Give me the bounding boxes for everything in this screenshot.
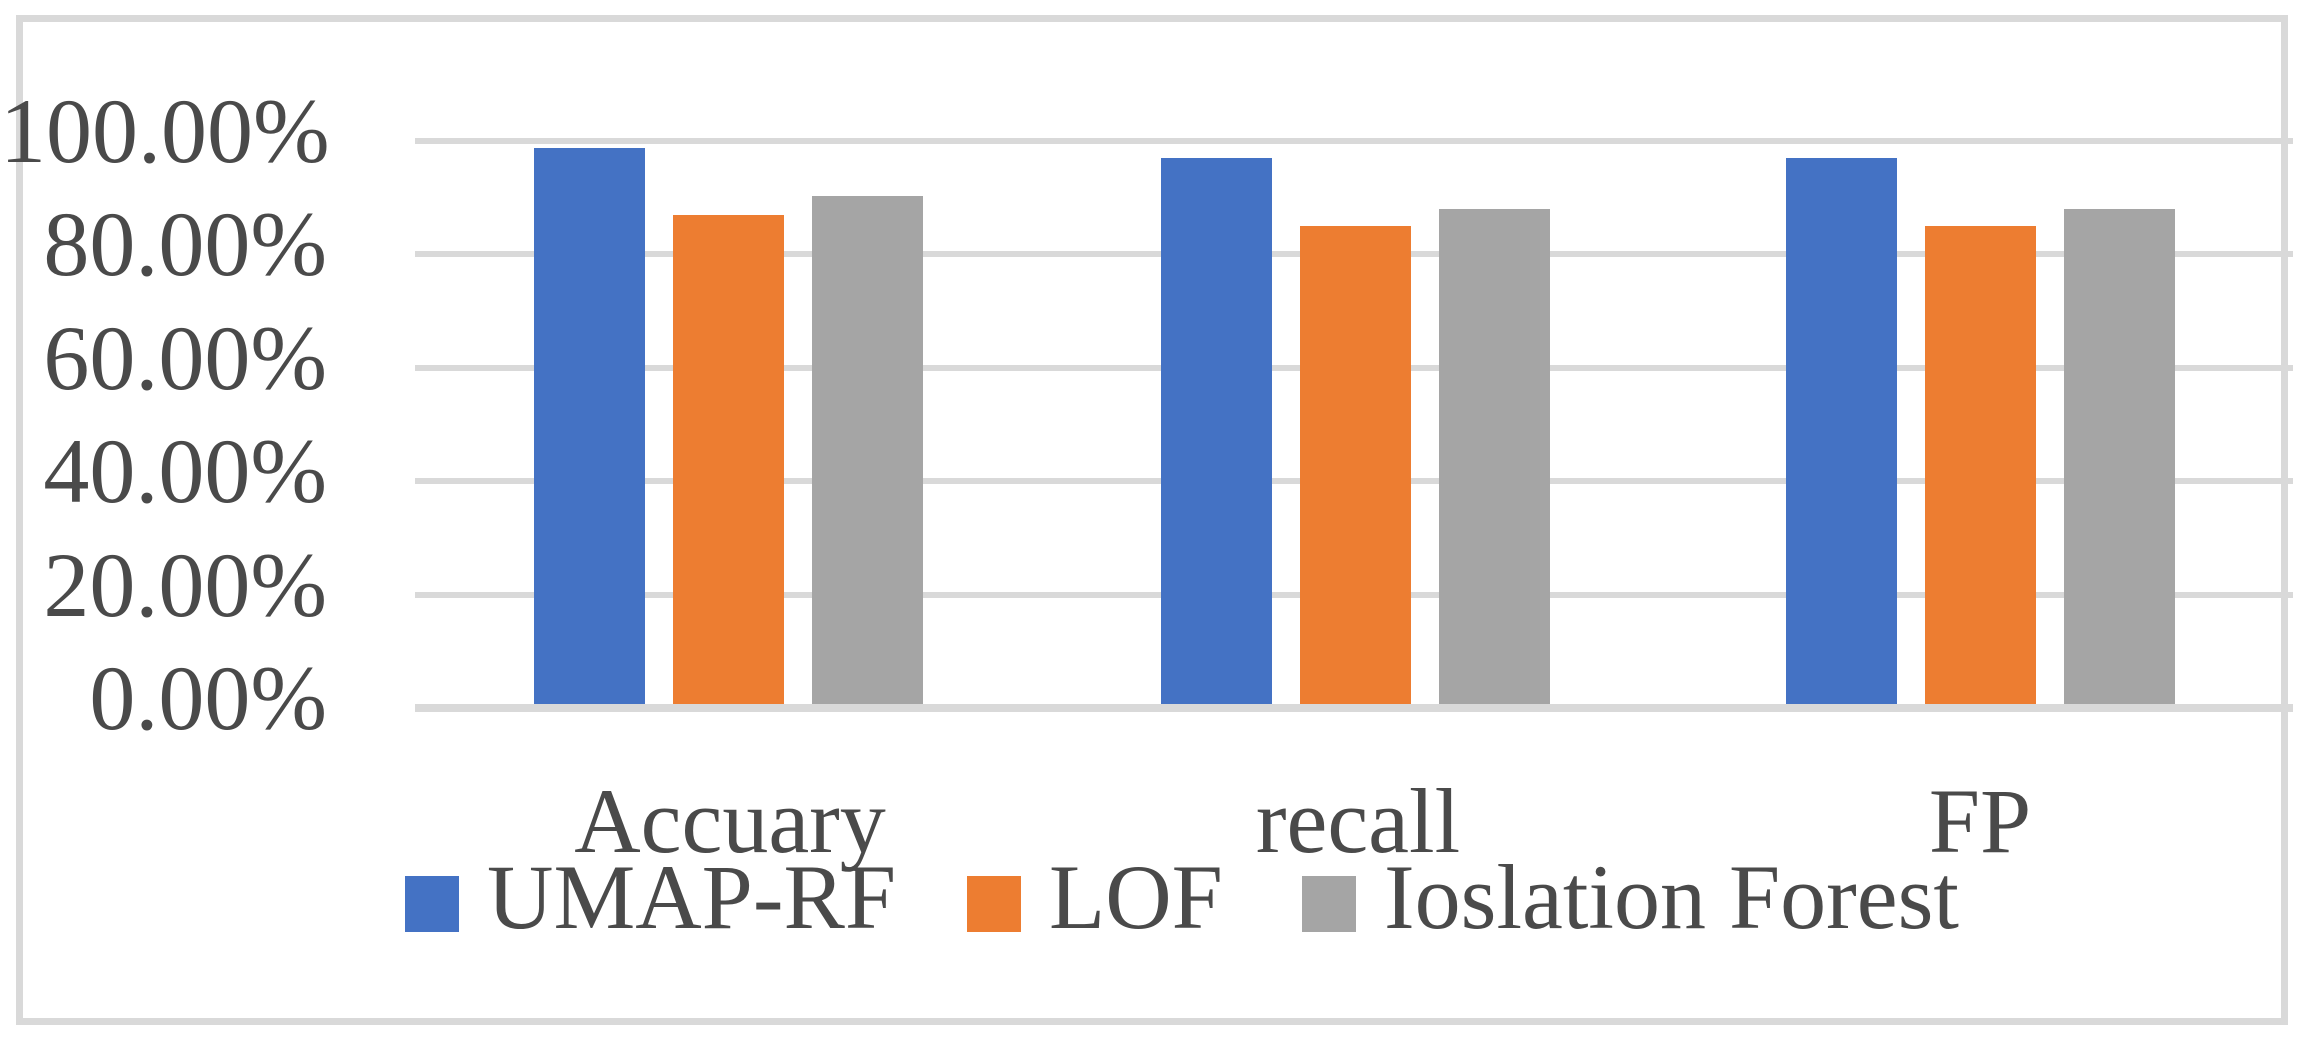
legend-label-lof: LOF bbox=[1049, 846, 1223, 948]
legend-item-ioslation-forest: Ioslation Forest bbox=[1302, 851, 1959, 943]
y-tick-label-60pct: 60.00% bbox=[43, 307, 327, 409]
y-tick-label-100pct: 100.00% bbox=[0, 80, 330, 182]
legend-label-umap-rf: UMAP-RF bbox=[487, 846, 897, 948]
legend-swatch-umap-rf bbox=[405, 876, 459, 932]
bar-ioslation-forest-fp bbox=[2064, 209, 2175, 708]
bar-umap-rf-recall bbox=[1161, 158, 1272, 708]
bar-lof-fp bbox=[1925, 226, 2036, 708]
bar-ioslation-forest-accuary bbox=[812, 196, 923, 708]
bar-umap-rf-fp bbox=[1786, 158, 1897, 708]
x-axis-line bbox=[415, 704, 2293, 712]
y-tick-label-20pct: 20.00% bbox=[43, 534, 327, 636]
chart-border bbox=[16, 15, 2288, 1025]
bar-lof-accuary bbox=[673, 215, 784, 708]
category-label-fp: FP bbox=[1928, 770, 2032, 872]
legend-swatch-lof bbox=[967, 876, 1021, 932]
y-tick-label-0pct: 0.00% bbox=[89, 647, 327, 749]
y-tick-label-40pct: 40.00% bbox=[43, 420, 327, 522]
gridline-100pct bbox=[415, 138, 2293, 144]
category-label-recall: recall bbox=[1255, 770, 1461, 872]
bar-ioslation-forest-recall bbox=[1439, 209, 1550, 708]
y-tick-label-80pct: 80.00% bbox=[43, 193, 327, 295]
legend-swatch-ioslation-forest bbox=[1302, 876, 1356, 932]
bar-lof-recall bbox=[1300, 226, 1411, 708]
bar-umap-rf-accuary bbox=[534, 148, 645, 708]
legend-label-ioslation-forest: Ioslation Forest bbox=[1384, 846, 1959, 948]
legend-item-umap-rf: UMAP-RF bbox=[405, 851, 896, 943]
category-label-accuary: Accuary bbox=[574, 770, 886, 872]
legend-item-lof: LOF bbox=[967, 851, 1223, 943]
